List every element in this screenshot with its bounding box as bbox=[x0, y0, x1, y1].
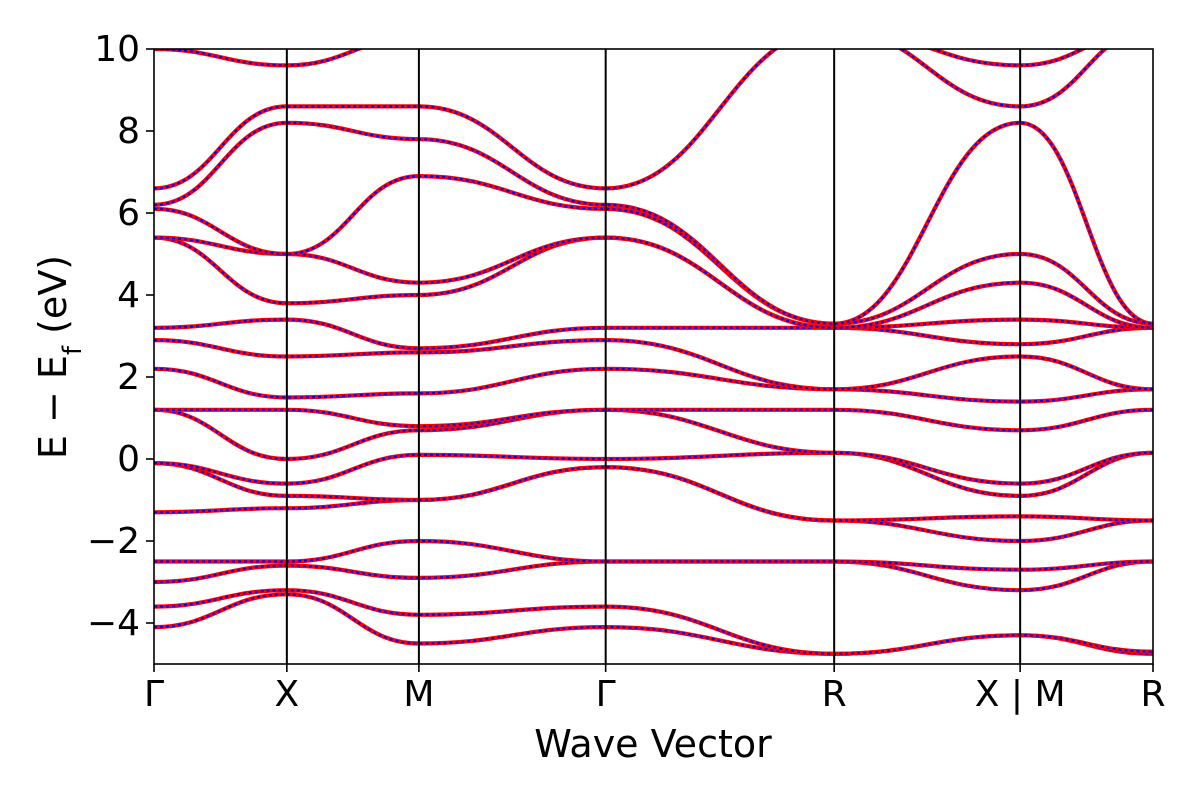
band-line-red bbox=[154, 120, 1153, 326]
y-axis: 10 8 6 4 2 0 −2 −4 bbox=[87, 29, 154, 644]
band-line-blue-dashed bbox=[154, 49, 1085, 67]
x-axis: Γ X M Γ R X | M R bbox=[144, 664, 1166, 715]
x-tick-label: X | M bbox=[975, 674, 1066, 715]
x-tick-label: X bbox=[275, 674, 300, 715]
band-line-red bbox=[154, 465, 1153, 544]
band-line-blue-dashed bbox=[154, 539, 1153, 571]
band-line-red bbox=[154, 366, 1153, 404]
band-line-red bbox=[154, 49, 1109, 191]
band-line-blue-dashed bbox=[154, 593, 1153, 655]
band-line-red bbox=[154, 49, 1088, 68]
y-tick-label: 6 bbox=[117, 193, 140, 234]
band-line-red bbox=[154, 461, 1153, 523]
x-tick-label: M bbox=[403, 674, 434, 715]
band-line-blue-dashed bbox=[154, 560, 1153, 592]
y-tick-label: 10 bbox=[94, 29, 140, 70]
band-line-red bbox=[154, 338, 1153, 392]
band-line-blue-dashed bbox=[154, 121, 1153, 325]
band-line-blue-dashed bbox=[154, 589, 1153, 655]
band-line-blue-dashed bbox=[154, 408, 1153, 432]
y-tick-label: −4 bbox=[87, 603, 140, 644]
x-tick-label: R bbox=[1140, 674, 1165, 715]
band-line-red bbox=[154, 588, 1153, 656]
y-tick-label: 2 bbox=[117, 357, 140, 398]
band-line-blue-dashed bbox=[154, 236, 1153, 329]
y-axis-label-unit: (eV) bbox=[31, 255, 75, 346]
bands-group bbox=[154, 49, 1153, 656]
y-tick-label: 8 bbox=[117, 111, 140, 152]
x-tick-label: R bbox=[822, 674, 847, 715]
x-tick-label: Γ bbox=[144, 674, 164, 715]
x-axis-label: Wave Vector bbox=[534, 722, 772, 766]
band-line-red bbox=[154, 592, 1153, 656]
band-line-blue-dashed bbox=[154, 339, 1153, 391]
y-axis-label-subscript: f bbox=[58, 345, 88, 355]
band-line-blue-dashed bbox=[154, 318, 1153, 350]
y-axis-label: E − Ef (eV) bbox=[31, 255, 88, 459]
band-line-blue-dashed bbox=[154, 466, 1153, 543]
x-tick-label: Γ bbox=[596, 674, 616, 715]
y-tick-label: −2 bbox=[87, 521, 140, 562]
y-tick-label: 0 bbox=[117, 439, 140, 480]
y-tick-label: 4 bbox=[117, 275, 140, 316]
band-line-red bbox=[154, 174, 1153, 326]
plot-frame bbox=[153, 48, 1154, 665]
y-axis-label-main: E − E bbox=[31, 355, 75, 459]
high-symmetry-lines bbox=[285, 49, 1022, 664]
